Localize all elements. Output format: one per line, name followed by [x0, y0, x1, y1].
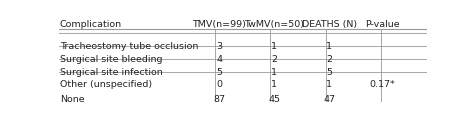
Text: 2: 2 — [326, 54, 332, 63]
Text: 1: 1 — [271, 41, 277, 50]
Text: DEATHS (N): DEATHS (N) — [301, 20, 357, 29]
Text: 2: 2 — [271, 54, 277, 63]
Text: 1: 1 — [271, 80, 277, 89]
Text: 45: 45 — [268, 94, 280, 103]
Text: None: None — [60, 94, 85, 103]
Text: 0.17*: 0.17* — [370, 80, 395, 89]
Text: 5: 5 — [326, 67, 332, 76]
Text: Tracheostomy tube occlusion: Tracheostomy tube occlusion — [60, 41, 198, 50]
Text: 47: 47 — [323, 94, 335, 103]
Text: 1: 1 — [326, 41, 332, 50]
Text: 87: 87 — [213, 94, 225, 103]
Text: 1: 1 — [271, 67, 277, 76]
Text: TMV(n=99): TMV(n=99) — [192, 20, 246, 29]
Text: 0: 0 — [216, 80, 222, 89]
Text: 3: 3 — [216, 41, 222, 50]
Text: P-value: P-value — [365, 20, 400, 29]
Text: 4: 4 — [216, 54, 222, 63]
Text: Other (unspecified): Other (unspecified) — [60, 80, 152, 89]
Text: 1: 1 — [326, 80, 332, 89]
Text: Surgical site infection: Surgical site infection — [60, 67, 163, 76]
Text: TwMV(n=50): TwMV(n=50) — [244, 20, 304, 29]
Text: 5: 5 — [216, 67, 222, 76]
Text: Surgical site bleeding: Surgical site bleeding — [60, 54, 163, 63]
Text: Complication: Complication — [60, 20, 122, 29]
